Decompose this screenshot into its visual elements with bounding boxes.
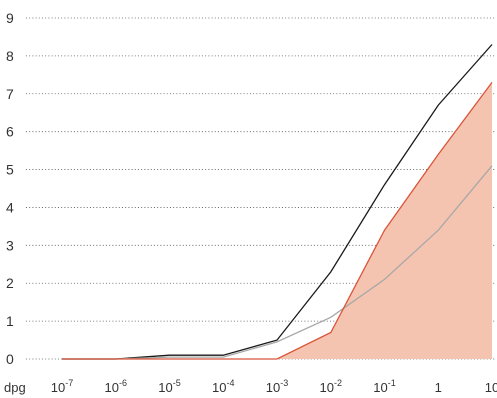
x-tick-label: 10-3 xyxy=(266,378,288,395)
x-axis-ticks: 10-7 10-6 10-5 10-4 10-3 10-2 10-1 1 10 xyxy=(51,378,497,395)
y-tick-label: 1 xyxy=(6,313,14,329)
y-axis-ticks: 0 1 2 3 4 5 6 7 8 9 xyxy=(6,10,14,367)
area-series-line xyxy=(62,82,493,360)
x-tick-label: 10-7 xyxy=(51,378,73,395)
y-tick-label: 5 xyxy=(6,162,14,178)
area-fill xyxy=(62,82,492,360)
line-series xyxy=(62,44,493,360)
y-tick-label: 6 xyxy=(6,124,14,140)
area-series xyxy=(62,82,492,360)
y-tick-label: 7 xyxy=(6,86,14,102)
x-tick-label: 1 xyxy=(435,380,442,395)
x-tick-label: 10-2 xyxy=(320,378,342,395)
x-tick-label: 10-6 xyxy=(105,378,127,395)
y-tick-label: 2 xyxy=(6,275,14,291)
x-tick-label: 10-5 xyxy=(158,378,180,395)
x-tick-label: 10 xyxy=(485,380,497,395)
y-tick-label: 8 xyxy=(6,48,14,64)
y-tick-label: 9 xyxy=(6,10,14,26)
y-tick-label: 4 xyxy=(6,199,14,215)
y-tick-label: 0 xyxy=(6,351,14,367)
y-tick-label: 3 xyxy=(6,237,14,253)
x-tick-label: 10-1 xyxy=(373,378,395,395)
x-tick-label: 10-4 xyxy=(212,378,234,395)
x-axis-label: dpg xyxy=(4,380,26,395)
